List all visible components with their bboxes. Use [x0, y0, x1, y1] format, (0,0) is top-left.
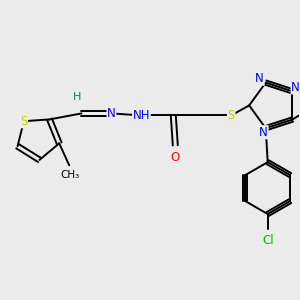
Text: S: S [20, 115, 28, 128]
Text: Cl: Cl [262, 235, 274, 248]
Text: O: O [171, 151, 180, 164]
Text: N: N [291, 81, 300, 94]
Text: S: S [227, 109, 235, 122]
Text: H: H [73, 92, 82, 102]
Text: N: N [255, 72, 264, 85]
Text: CH₃: CH₃ [61, 170, 80, 180]
Text: N: N [259, 126, 268, 139]
Text: NH: NH [133, 109, 150, 122]
Text: N: N [107, 107, 116, 120]
